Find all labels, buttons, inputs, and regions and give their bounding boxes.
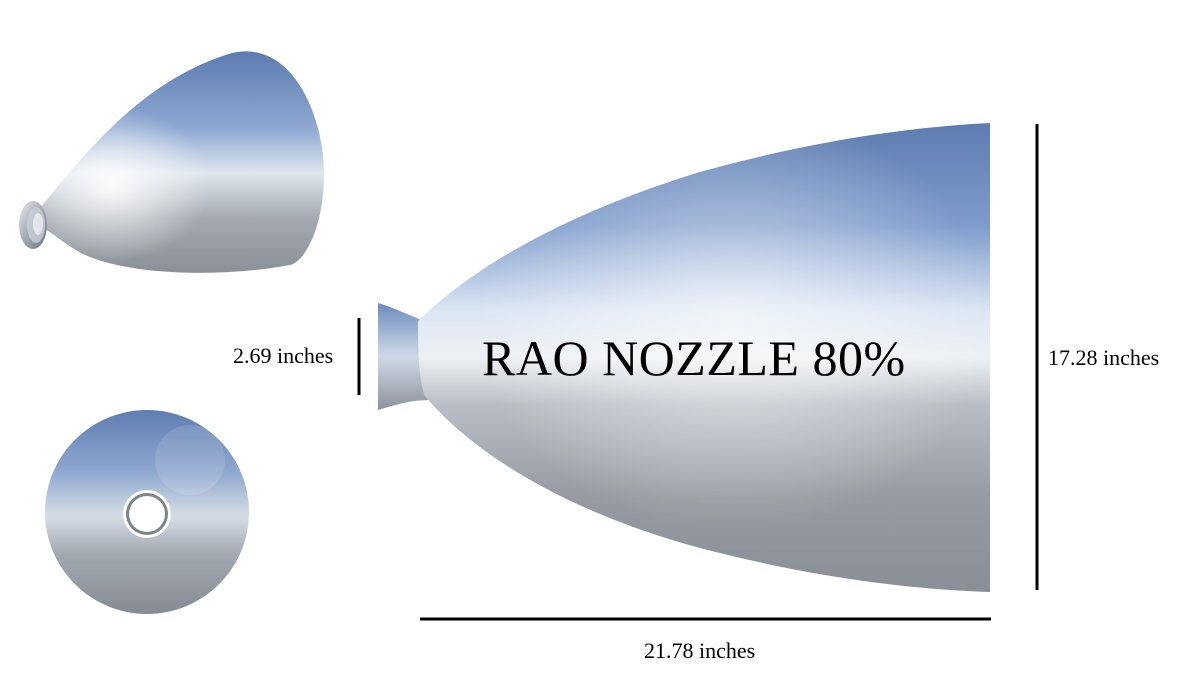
side-view bbox=[378, 123, 990, 592]
end-view bbox=[45, 410, 249, 614]
exit-diameter-label: 17.28 inches bbox=[1048, 345, 1160, 370]
isometric-view bbox=[19, 51, 325, 273]
length-label: 21.78 inches bbox=[644, 638, 756, 663]
nozzle-title: RAO NOZZLE 80% bbox=[482, 330, 906, 386]
throat-diameter-label: 2.69 inches bbox=[233, 343, 334, 368]
